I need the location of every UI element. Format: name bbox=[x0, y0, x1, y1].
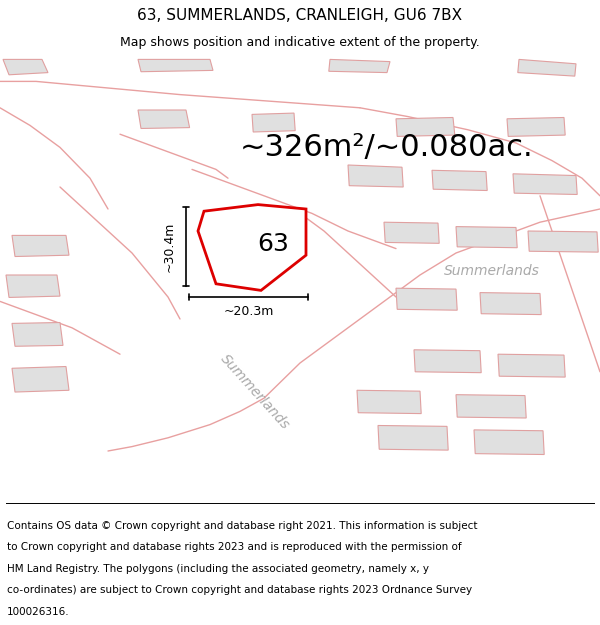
Polygon shape bbox=[3, 59, 48, 75]
Polygon shape bbox=[474, 430, 544, 454]
Polygon shape bbox=[396, 288, 457, 310]
Polygon shape bbox=[348, 165, 403, 187]
Text: Summerlands: Summerlands bbox=[444, 264, 540, 278]
Polygon shape bbox=[414, 350, 481, 372]
Polygon shape bbox=[357, 390, 421, 414]
Polygon shape bbox=[498, 354, 565, 377]
Polygon shape bbox=[12, 366, 69, 392]
Polygon shape bbox=[456, 394, 526, 418]
Polygon shape bbox=[329, 59, 390, 72]
Text: Map shows position and indicative extent of the property.: Map shows position and indicative extent… bbox=[120, 36, 480, 49]
Text: ~326m²/~0.080ac.: ~326m²/~0.080ac. bbox=[240, 133, 533, 162]
Polygon shape bbox=[12, 322, 63, 346]
Polygon shape bbox=[138, 59, 213, 72]
Polygon shape bbox=[480, 292, 541, 314]
Text: to Crown copyright and database rights 2023 and is reproduced with the permissio: to Crown copyright and database rights 2… bbox=[7, 542, 462, 552]
Polygon shape bbox=[396, 118, 455, 136]
Polygon shape bbox=[378, 426, 448, 450]
Polygon shape bbox=[198, 204, 306, 291]
Polygon shape bbox=[252, 113, 295, 132]
Text: HM Land Registry. The polygons (including the associated geometry, namely x, y: HM Land Registry. The polygons (includin… bbox=[7, 564, 429, 574]
Text: 63: 63 bbox=[257, 232, 289, 256]
Polygon shape bbox=[528, 231, 598, 252]
Text: 63, SUMMERLANDS, CRANLEIGH, GU6 7BX: 63, SUMMERLANDS, CRANLEIGH, GU6 7BX bbox=[137, 8, 463, 23]
Polygon shape bbox=[456, 227, 517, 248]
Text: Summerlands: Summerlands bbox=[218, 351, 292, 432]
Text: co-ordinates) are subject to Crown copyright and database rights 2023 Ordnance S: co-ordinates) are subject to Crown copyr… bbox=[7, 586, 472, 596]
Polygon shape bbox=[518, 59, 576, 76]
Polygon shape bbox=[384, 222, 439, 243]
Polygon shape bbox=[6, 275, 60, 298]
Text: Contains OS data © Crown copyright and database right 2021. This information is : Contains OS data © Crown copyright and d… bbox=[7, 521, 478, 531]
Text: 100026316.: 100026316. bbox=[7, 607, 70, 617]
Text: ~30.4m: ~30.4m bbox=[163, 222, 176, 272]
Polygon shape bbox=[12, 236, 69, 256]
Polygon shape bbox=[138, 110, 190, 129]
Polygon shape bbox=[432, 170, 487, 191]
Text: ~20.3m: ~20.3m bbox=[223, 304, 274, 318]
Polygon shape bbox=[513, 174, 577, 194]
Polygon shape bbox=[507, 118, 565, 136]
